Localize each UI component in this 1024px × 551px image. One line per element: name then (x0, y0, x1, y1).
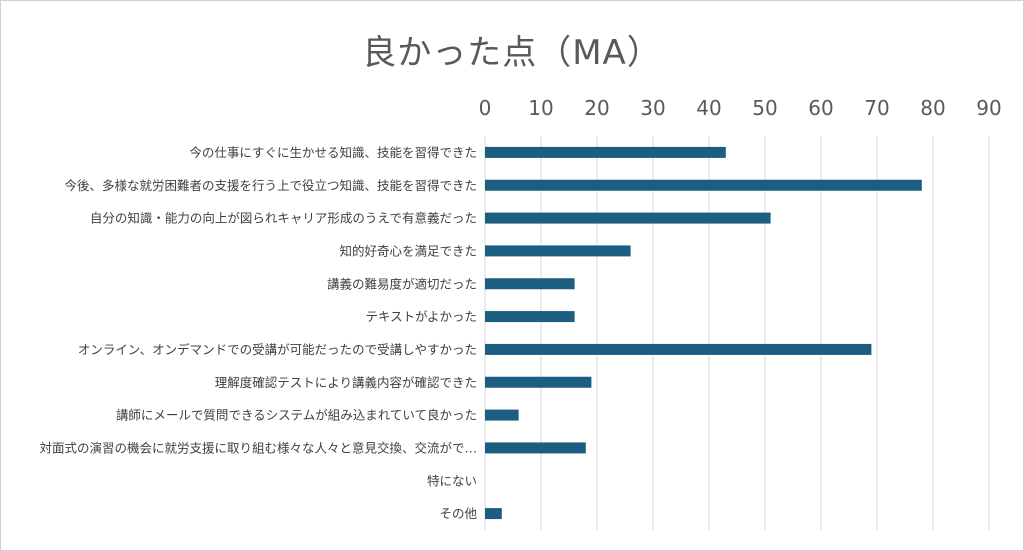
bar (485, 146, 726, 158)
category-label: 今の仕事にすぐに生かせる知識、技能を習得できた (189, 145, 477, 160)
bars (485, 146, 922, 520)
x-tick-label: 60 (808, 96, 833, 120)
bar (485, 245, 631, 257)
bar (485, 409, 519, 421)
category-label: 講義の難易度が適切だった (327, 276, 477, 291)
category-label: 特にない (427, 473, 477, 488)
category-label: 講師にメールで質問できるシステムが組み込まれていて良かった (116, 408, 477, 423)
category-label: 対面式の演習の機会に就労支援に取り組む様々な人々と意見交換、交流がで… (39, 440, 477, 455)
bar (485, 442, 586, 454)
category-label: 知的好奇心を満足できた (339, 243, 477, 258)
chart-title: 良かった点（MA） (362, 33, 662, 73)
category-label: 自分の知識・能力の向上が図られキャリア形成のうえで有意義だった (90, 211, 477, 226)
bar (485, 212, 771, 224)
category-label: その他 (439, 506, 477, 521)
x-axis-ticks: 0 10 20 30 40 50 60 70 80 90 (479, 96, 1002, 120)
x-tick-label: 10 (528, 96, 553, 120)
bar (485, 376, 592, 388)
gridlines (484, 136, 990, 530)
x-tick-label: 0 (479, 96, 492, 120)
x-tick-label: 70 (864, 96, 889, 120)
x-tick-label: 80 (920, 96, 945, 120)
bar (485, 508, 502, 520)
category-label: オンライン、オンデマンドでの受講が可能だったので受講しやすかった (78, 342, 477, 357)
x-tick-label: 30 (640, 96, 665, 120)
x-tick-label: 20 (584, 96, 609, 120)
bar (485, 343, 872, 355)
bar (485, 311, 575, 323)
x-tick-label: 90 (976, 96, 1001, 120)
category-label: 理解度確認テストにより講義内容が確認できた (215, 375, 477, 390)
category-labels: 今の仕事にすぐに生かせる知識、技能を習得できた今後、多様な就労困難者の支援を行う… (39, 145, 477, 521)
category-label: テキストがよかった (365, 309, 477, 324)
x-tick-label: 50 (752, 96, 777, 120)
bar (485, 179, 922, 191)
bar (485, 278, 575, 290)
x-tick-label: 40 (696, 96, 721, 120)
category-label: 今後、多様な就労困難者の支援を行う上で役立つ知識、技能を習得できた (64, 178, 477, 193)
